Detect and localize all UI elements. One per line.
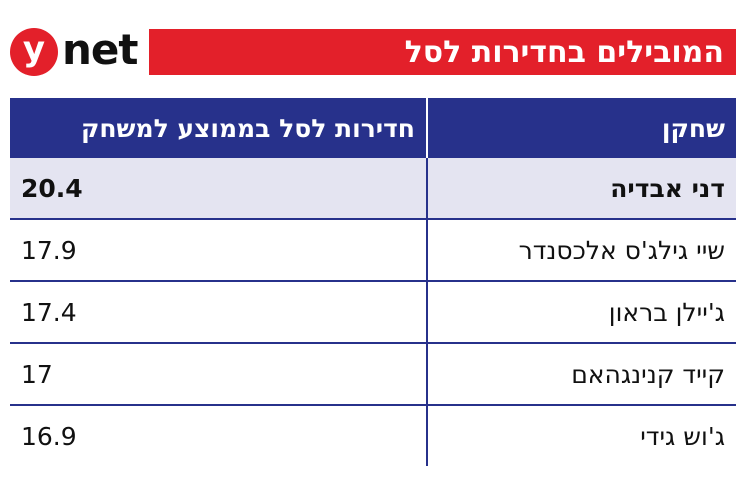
player-value: 17 [10, 343, 427, 406]
player-name: ג'וש גידי [426, 405, 736, 466]
chart-title: המובילים בחדירות לסל [149, 29, 736, 75]
player-name: דני אבדיה [426, 158, 736, 220]
player-value: 17.9 [10, 219, 427, 282]
player-name: קייד קנינגהאם [426, 343, 736, 406]
player-name: שיי גילג'ס אלכסנדר [426, 219, 736, 282]
table-row: קייד קנינגהאם 17 [10, 343, 736, 406]
player-value: 17.4 [10, 281, 427, 344]
logo-y-badge: y [10, 28, 58, 76]
column-header-player: שחקן [426, 98, 736, 158]
table-row: שיי גילג'ס אלכסנדר 17.9 [10, 219, 736, 282]
table-row: ג'וש גידי 16.9 [10, 405, 736, 466]
column-header-value: חדירות לסל בממוצע למשחק [10, 98, 427, 158]
table-header-row: שחקן חדירות לסל בממוצע למשחק [10, 98, 736, 158]
logo-net-text: net [62, 25, 138, 74]
leaders-table: שחקן חדירות לסל בממוצע למשחק דני אבדיה 2… [10, 98, 736, 466]
table-row: דני אבדיה 20.4 [10, 158, 736, 220]
header: y net המובילים בחדירות לסל [10, 25, 736, 79]
ynet-logo[interactable]: y net [10, 25, 138, 79]
player-value: 20.4 [10, 158, 427, 220]
player-name: ג'יילן בראון [426, 281, 736, 344]
player-value: 16.9 [21, 421, 77, 451]
table-row: ג'יילן בראון 17.4 [10, 281, 736, 344]
